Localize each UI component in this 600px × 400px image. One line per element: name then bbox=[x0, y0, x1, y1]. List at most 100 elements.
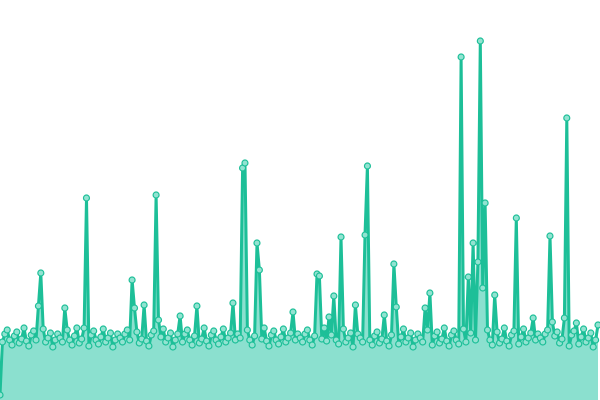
data-point bbox=[0, 338, 7, 346]
data-point bbox=[575, 340, 583, 348]
data-point bbox=[481, 199, 489, 207]
data-point bbox=[241, 159, 249, 167]
data-point bbox=[253, 239, 261, 247]
data-point bbox=[166, 329, 175, 337]
data-point bbox=[39, 325, 47, 333]
data-point bbox=[380, 311, 388, 319]
data-point bbox=[279, 325, 287, 333]
data-point bbox=[491, 291, 499, 299]
data-point bbox=[387, 331, 396, 339]
data-point bbox=[82, 194, 91, 202]
data-point bbox=[373, 328, 381, 336]
data-point bbox=[361, 231, 369, 239]
data-point bbox=[450, 327, 458, 335]
data-point bbox=[548, 318, 556, 326]
data-point bbox=[339, 325, 348, 333]
data-point bbox=[594, 321, 600, 329]
data-point bbox=[243, 326, 251, 334]
data-point bbox=[392, 303, 400, 311]
data-point bbox=[390, 260, 398, 268]
data-point bbox=[337, 233, 345, 241]
data-point bbox=[423, 326, 432, 334]
data-point bbox=[325, 313, 333, 321]
data-point bbox=[308, 341, 316, 349]
data-point bbox=[500, 324, 508, 332]
data-point bbox=[229, 299, 237, 307]
data-point bbox=[154, 316, 163, 324]
data-point bbox=[277, 333, 285, 341]
data-point bbox=[150, 327, 158, 335]
data-point bbox=[183, 326, 191, 334]
data-point bbox=[330, 292, 338, 300]
data-point bbox=[469, 239, 477, 247]
data-point bbox=[219, 325, 227, 333]
data-point bbox=[510, 327, 518, 335]
data-point bbox=[126, 336, 134, 344]
data-point bbox=[0, 391, 4, 399]
data-point bbox=[467, 329, 475, 337]
data-point bbox=[397, 333, 405, 341]
data-point bbox=[493, 328, 501, 336]
data-point bbox=[539, 338, 547, 346]
data-point bbox=[409, 343, 417, 351]
data-point bbox=[471, 336, 480, 344]
data-point bbox=[563, 114, 571, 122]
data-point bbox=[46, 329, 55, 337]
data-point bbox=[214, 340, 223, 348]
data-point bbox=[250, 332, 259, 340]
data-point bbox=[553, 328, 561, 336]
data-point bbox=[515, 340, 523, 348]
data-point bbox=[579, 325, 588, 333]
data-points bbox=[0, 37, 600, 399]
data-point bbox=[109, 343, 117, 351]
data-point bbox=[85, 342, 93, 350]
data-point bbox=[311, 332, 319, 340]
data-point bbox=[299, 338, 307, 346]
data-point bbox=[128, 276, 136, 284]
data-point bbox=[3, 326, 11, 334]
data-point bbox=[193, 302, 201, 310]
data-point bbox=[560, 314, 568, 322]
data-point bbox=[572, 319, 580, 327]
data-point bbox=[274, 340, 283, 348]
data-point bbox=[159, 325, 167, 333]
data-point bbox=[440, 324, 448, 332]
data-point bbox=[37, 269, 45, 277]
data-point bbox=[25, 342, 33, 350]
data-point bbox=[351, 301, 360, 309]
data-point bbox=[517, 333, 525, 341]
data-point bbox=[58, 338, 67, 346]
data-point bbox=[171, 336, 179, 344]
data-point bbox=[558, 335, 566, 343]
data-point bbox=[474, 258, 482, 266]
data-point bbox=[488, 341, 496, 349]
data-point bbox=[426, 289, 434, 297]
data-point bbox=[265, 342, 273, 350]
data-point bbox=[479, 284, 487, 292]
data-point bbox=[106, 329, 115, 337]
data-point bbox=[32, 336, 40, 344]
data-point bbox=[236, 334, 244, 342]
data-point bbox=[97, 333, 105, 341]
data-point bbox=[190, 332, 199, 340]
data-point bbox=[200, 324, 208, 332]
data-point bbox=[483, 326, 492, 334]
data-point bbox=[359, 338, 367, 346]
data-point bbox=[70, 332, 79, 340]
data-point bbox=[140, 301, 148, 309]
data-point bbox=[90, 327, 98, 335]
data-point bbox=[462, 338, 470, 346]
data-point bbox=[61, 304, 69, 312]
data-point bbox=[260, 324, 268, 332]
data-point bbox=[428, 341, 436, 349]
data-point bbox=[543, 326, 552, 334]
data-point bbox=[529, 314, 537, 322]
data-point bbox=[315, 272, 324, 280]
data-point bbox=[385, 342, 393, 350]
data-point bbox=[421, 304, 429, 312]
data-point bbox=[34, 302, 43, 310]
data-point bbox=[80, 324, 88, 332]
data-point bbox=[270, 327, 278, 335]
data-point bbox=[419, 338, 427, 346]
data-point bbox=[49, 343, 57, 351]
